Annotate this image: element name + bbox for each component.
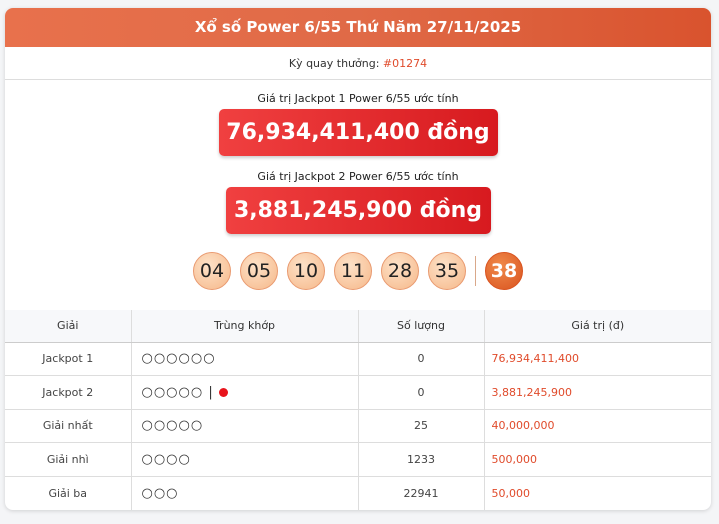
winning-numbers: 04 05 10 11 28 35 38 [5,252,711,290]
winner-count: 0 [358,342,485,376]
divider [475,256,476,286]
page-title: Xổ số Power 6/55 Thứ Năm 27/11/2025 [5,8,711,47]
jackpot1-label: Giá trị Jackpot 1 Power 6/55 ước tính [257,92,459,105]
jackpot1-value: 76,934,411,400 đồng [218,109,498,156]
match-circles: ○○○○ [141,451,191,467]
ball: 11 [334,252,372,290]
match-circles: ○○○○○ [141,418,204,434]
draw-number[interactable]: #01274 [382,57,428,70]
match-circles: ○○○○○○ [141,351,216,367]
col-prize: Giải [5,310,132,343]
prize-value: 500,000 [484,442,711,477]
ball: 10 [287,252,325,290]
table-row: Giải nhất ○○○○○ 25 40,000,000 [5,409,711,443]
match-circles: ○○○ [141,485,179,501]
prize-value: 76,934,411,400 [484,342,711,376]
match-pattern: ○○○○○○ [131,342,359,376]
prize-name: Giải ba [5,476,132,510]
ball: 04 [193,252,231,290]
col-count: Số lượng [358,310,485,343]
col-value: Giá trị (đ) [484,310,711,343]
prize-value: 50,000 [491,486,531,500]
jackpot2-label: Giá trị Jackpot 2 Power 6/55 ước tính [257,170,459,183]
prize-table: Giải Trùng khớp Số lượng Giá trị (đ) Jac… [5,310,711,510]
prize-name: Jackpot 1 [5,342,132,376]
match-pattern: ○○○○○ | [131,375,359,410]
draw-label: Kỳ quay thưởng: [288,57,383,70]
table-row: Giải ba ○○○ 22941 50,000 [5,476,711,510]
ball: 28 [381,252,419,290]
draw-info: Kỳ quay thưởng: #01274 [5,47,711,80]
winner-count: 25 [358,409,485,443]
winner-count: 1233 [358,442,485,477]
prize-name: Giải nhì [5,442,132,477]
match-pattern: ○○○ [131,476,359,510]
power-ball-dot-icon [218,387,228,397]
winner-count: 22941 [358,476,485,510]
prize-value: 40,000,000 [484,409,711,443]
match-circles: ○○○○○ | [141,384,219,400]
power-ball: 38 [485,252,523,290]
winner-count: 0 [358,375,485,410]
table-row: Jackpot 1 ○○○○○○ 0 76,934,411,400 [5,342,711,376]
col-match: Trùng khớp [131,310,359,343]
match-pattern: ○○○○○ [131,409,359,443]
match-pattern: ○○○○ [131,442,359,477]
prize-name: Giải nhất [5,409,132,443]
prize-value: 3,881,245,900 [484,375,711,410]
results-card: Xổ số Power 6/55 Thứ Năm 27/11/2025 Kỳ q… [5,8,711,510]
ball: 35 [428,252,466,290]
table-row: Jackpot 2 ○○○○○ | 0 3,881,245,900 [5,375,711,410]
table-row: Giải nhì ○○○○ 1233 500,000 [5,442,711,477]
prize-name: Jackpot 2 [5,375,132,410]
ball: 05 [240,252,278,290]
jackpot2-value: 3,881,245,900 đồng [225,187,491,234]
